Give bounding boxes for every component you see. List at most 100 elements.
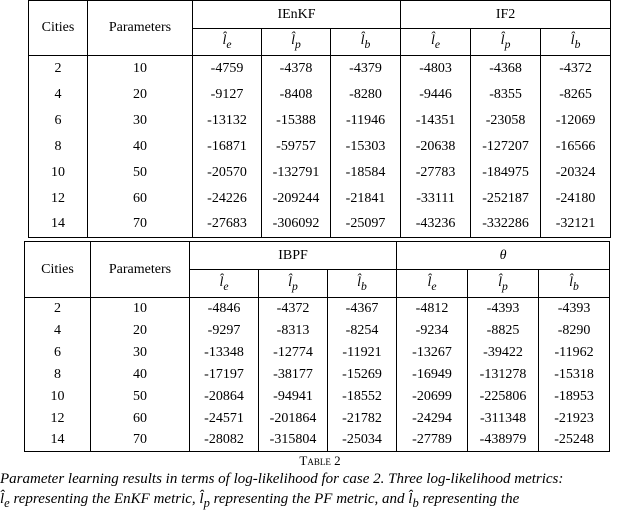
- header-cell: Parameters: [87, 0, 193, 56]
- cell: -184975: [470, 159, 542, 186]
- symbol: l̂: [408, 491, 413, 507]
- symbol: representing the PF metric, and: [209, 491, 409, 507]
- symbol: l̂: [427, 274, 432, 290]
- data-row: 2 10 -4846 -4372 -4367 -4812 -4393 -4393: [24, 297, 611, 320]
- cell: -127207: [470, 133, 542, 160]
- symbol: representing the EnKF metric,: [9, 491, 200, 507]
- cell: -306092: [261, 211, 331, 238]
- cell: -11921: [326, 341, 398, 364]
- cell: -4393: [538, 297, 611, 320]
- data-row: 6 30 -13132 -15388 -11946 -14351 -23058 -12069: [28, 107, 612, 134]
- data-row: 10 50 -20570 -132791 -18584 -27783 -184975 -203…: [28, 159, 612, 186]
- subscript: e: [431, 279, 437, 293]
- metric-header: l̂b: [540, 28, 612, 56]
- cell: -12069: [540, 107, 612, 134]
- data-row: 4 20 -9297 -8313 -8254 -9234 -8825 -8290: [24, 319, 611, 342]
- cell: -9446: [400, 81, 472, 108]
- symbol: l̂: [360, 33, 365, 49]
- cell: -13132: [192, 107, 262, 134]
- cell: 12: [24, 407, 91, 430]
- cell: 50: [90, 385, 190, 408]
- cell: -8408: [261, 81, 331, 108]
- cell: -4846: [189, 297, 259, 320]
- cell: -4368: [470, 55, 542, 82]
- subheader-row: l̂e l̂p l̂b l̂e l̂p l̂b: [29, 28, 612, 56]
- cell: -15388: [261, 107, 331, 134]
- cell: -131278: [467, 363, 540, 386]
- header-cell: Parameters: [90, 241, 190, 298]
- cell: -23058: [470, 107, 542, 134]
- cell: 10: [28, 159, 88, 186]
- metric-header: l̂p: [258, 269, 328, 298]
- header-row: Cities Parameters IBPF θ: [24, 241, 611, 298]
- cell: -25097: [329, 211, 402, 238]
- header-row: Cities Parameters IEnKF IF2: [28, 0, 612, 56]
- cell: -59757: [261, 133, 331, 160]
- cell: 70: [90, 429, 190, 452]
- header-cell: Cities: [24, 241, 91, 298]
- cell: 60: [90, 407, 190, 430]
- data-table: Cities Parameters IEnKF IF2 l̂e l̂p l̂b l̂e l̂p l…: [28, 0, 612, 238]
- symbol: l̂: [500, 33, 505, 49]
- cell: -315804: [258, 429, 328, 452]
- cell: 6: [24, 341, 91, 364]
- cell: -9234: [396, 319, 469, 342]
- metric-header: l̂p: [261, 28, 331, 56]
- cell: -20699: [396, 385, 469, 408]
- data-row: 8 40 -17197 -38177 -15269 -16949 -131278 -15318: [24, 363, 611, 386]
- subscript: p: [295, 37, 301, 51]
- cell: -9127: [192, 81, 262, 108]
- cell: 4: [24, 319, 91, 342]
- subscript: p: [292, 279, 298, 293]
- cell: -16949: [396, 363, 469, 386]
- metric-header: l̂p: [467, 269, 540, 298]
- cell: 8: [28, 133, 88, 160]
- metric-header: l̂e: [192, 28, 262, 56]
- group-header: IF2: [400, 0, 612, 29]
- cell: -4393: [467, 297, 540, 320]
- cell: -25034: [326, 429, 398, 452]
- group-header: θ: [396, 241, 611, 270]
- subscript: b: [412, 496, 419, 510]
- symbol: l̂: [288, 274, 293, 290]
- data-row: 10 50 -20864 -94941 -18552 -20699 -225806 -1895…: [24, 385, 611, 408]
- cell: 4: [28, 81, 88, 108]
- cell: -18953: [538, 385, 611, 408]
- data-row: 12 60 -24571 -201864 -21782 -24294 -311348 -219…: [24, 407, 611, 430]
- cell: 60: [87, 185, 193, 212]
- subscript: b: [364, 37, 371, 51]
- cell: -4378: [261, 55, 331, 82]
- symbol: l̂: [219, 274, 224, 290]
- cell: -4803: [400, 55, 472, 82]
- cell: -8265: [540, 81, 612, 108]
- data-row: 6 30 -13348 -12774 -11921 -13267 -39422 -11962: [24, 341, 611, 364]
- cell: 2: [28, 55, 88, 82]
- cell: -24180: [540, 185, 612, 212]
- cell: -15303: [329, 133, 402, 160]
- metric-header: l̂b: [329, 28, 402, 56]
- header-cell: Cities: [28, 0, 88, 56]
- cell: -252187: [470, 185, 542, 212]
- cell: 2: [24, 297, 91, 320]
- cell: 20: [87, 81, 193, 108]
- cell: -20864: [189, 385, 259, 408]
- data-row: 8 40 -16871 -59757 -15303 -20638 -127207 -16566: [28, 133, 612, 160]
- cell: -21841: [329, 185, 402, 212]
- cell: -32121: [540, 211, 612, 238]
- symbol: l̂: [291, 33, 296, 49]
- cell: -39422: [467, 341, 540, 364]
- cell: -132791: [261, 159, 331, 186]
- cell: -8254: [326, 319, 398, 342]
- cell: -8290: [538, 319, 611, 342]
- metric-header: l̂p: [470, 28, 542, 56]
- metric-header: l̂e: [189, 269, 259, 298]
- subscript: e: [226, 37, 232, 51]
- subscript: e: [223, 279, 229, 293]
- cell: -11946: [329, 107, 402, 134]
- cell: -11962: [538, 341, 611, 364]
- symbol: l̂: [357, 274, 362, 290]
- cell: 40: [87, 133, 193, 160]
- symbol: l̂: [498, 274, 503, 290]
- cell: -38177: [258, 363, 328, 386]
